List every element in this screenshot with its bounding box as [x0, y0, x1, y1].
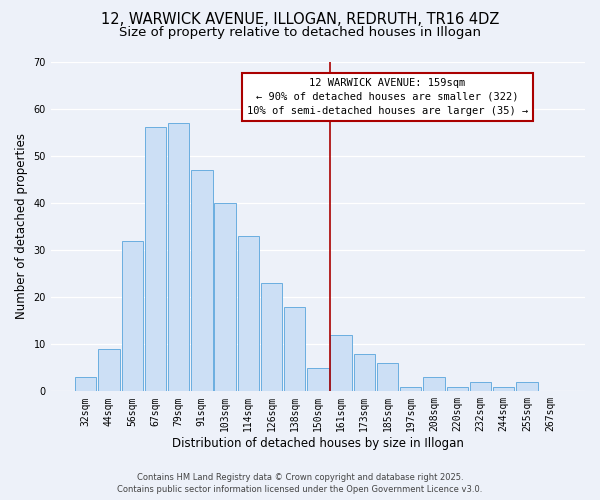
Bar [331, 335, 352, 392]
Bar [400, 386, 421, 392]
Bar [145, 128, 166, 392]
Text: 12, WARWICK AVENUE, ILLOGAN, REDRUTH, TR16 4DZ: 12, WARWICK AVENUE, ILLOGAN, REDRUTH, TR… [101, 12, 499, 28]
Bar [470, 382, 491, 392]
Bar [516, 382, 538, 392]
Bar [353, 354, 375, 392]
Bar [122, 240, 143, 392]
Text: 12 WARWICK AVENUE: 159sqm
← 90% of detached houses are smaller (322)
10% of semi: 12 WARWICK AVENUE: 159sqm ← 90% of detac… [247, 78, 528, 116]
X-axis label: Distribution of detached houses by size in Illogan: Distribution of detached houses by size … [172, 437, 464, 450]
Bar [75, 377, 97, 392]
Bar [377, 363, 398, 392]
Bar [98, 349, 119, 392]
Bar [168, 123, 189, 392]
Y-axis label: Number of detached properties: Number of detached properties [15, 134, 28, 320]
Bar [307, 368, 329, 392]
Bar [423, 377, 445, 392]
Bar [191, 170, 212, 392]
Text: Contains HM Land Registry data © Crown copyright and database right 2025.
Contai: Contains HM Land Registry data © Crown c… [118, 472, 482, 494]
Bar [238, 236, 259, 392]
Bar [284, 306, 305, 392]
Text: Size of property relative to detached houses in Illogan: Size of property relative to detached ho… [119, 26, 481, 39]
Bar [493, 386, 514, 392]
Bar [261, 283, 282, 392]
Bar [446, 386, 468, 392]
Bar [214, 203, 236, 392]
